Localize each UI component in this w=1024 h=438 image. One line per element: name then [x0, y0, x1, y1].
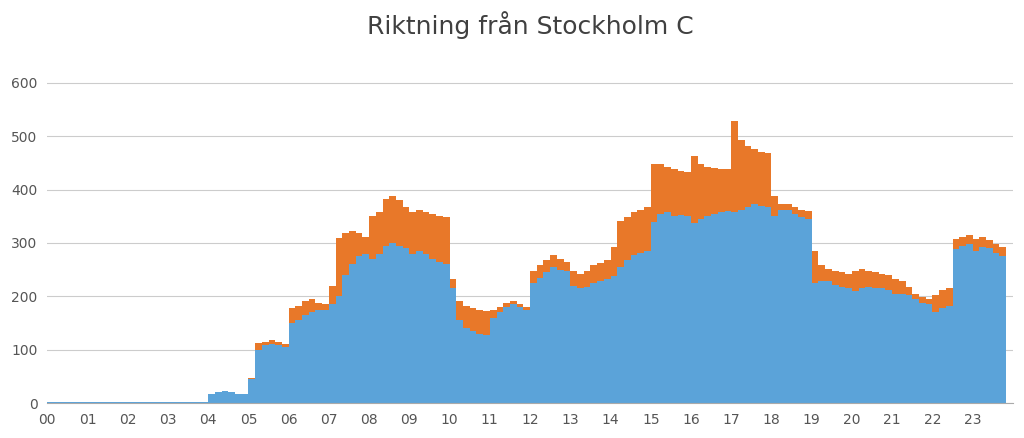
Title: Riktning från Stockholm C: Riktning från Stockholm C — [367, 11, 693, 39]
